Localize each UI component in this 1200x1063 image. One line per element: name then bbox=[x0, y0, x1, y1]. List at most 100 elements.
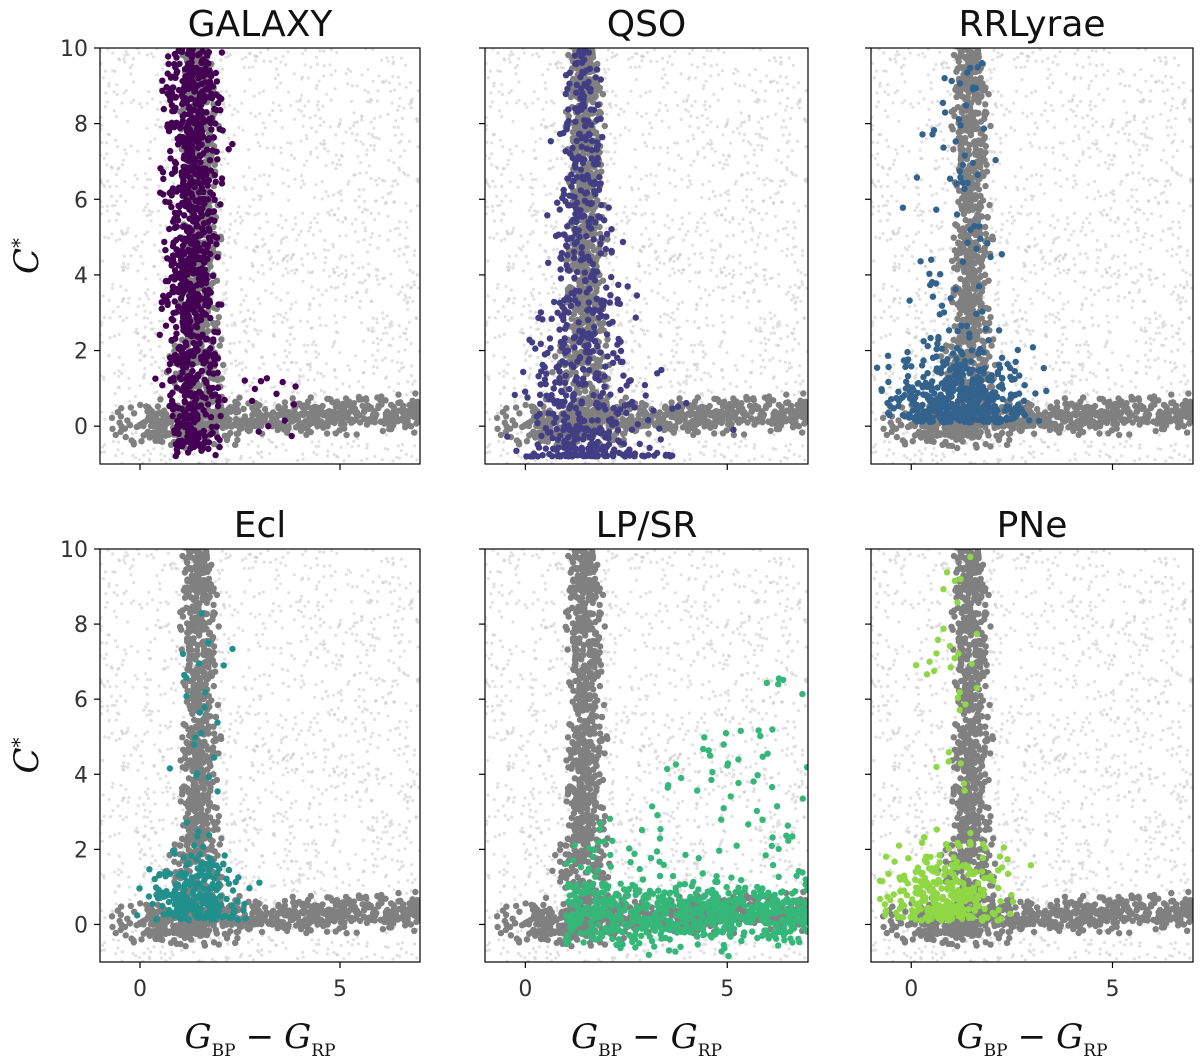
background-point bbox=[257, 419, 264, 426]
background-point bbox=[224, 303, 228, 307]
background-point bbox=[404, 201, 408, 205]
background-point bbox=[136, 269, 140, 273]
background-point bbox=[290, 325, 294, 329]
background-point bbox=[535, 363, 539, 367]
background-point bbox=[361, 142, 365, 146]
background-point bbox=[271, 108, 275, 113]
background-point bbox=[493, 316, 497, 320]
background-point bbox=[744, 444, 748, 448]
background-point bbox=[405, 283, 409, 287]
background-point bbox=[282, 315, 286, 319]
background-point bbox=[506, 268, 510, 272]
background-point bbox=[222, 101, 226, 106]
data-point bbox=[229, 140, 236, 148]
background-point bbox=[105, 100, 109, 104]
background-point bbox=[124, 89, 128, 93]
background-point bbox=[377, 418, 384, 425]
background-point bbox=[279, 108, 283, 113]
data-point bbox=[187, 263, 194, 270]
data-point bbox=[159, 169, 167, 176]
background-point bbox=[390, 101, 394, 105]
data-point bbox=[212, 391, 219, 398]
background-point bbox=[295, 99, 299, 103]
background-point bbox=[234, 436, 241, 444]
data-point bbox=[206, 78, 214, 85]
background-point bbox=[344, 299, 348, 303]
background-point bbox=[246, 389, 250, 393]
background-point bbox=[350, 400, 358, 407]
background-point bbox=[787, 56, 791, 60]
background-point bbox=[138, 297, 142, 301]
background-point bbox=[786, 155, 790, 159]
background-point bbox=[361, 281, 365, 285]
background-point bbox=[644, 112, 648, 116]
background-point bbox=[121, 268, 125, 272]
background-point bbox=[163, 454, 167, 458]
background-point bbox=[727, 254, 731, 258]
background-point bbox=[289, 257, 293, 261]
background-point bbox=[317, 79, 321, 83]
background-point bbox=[164, 99, 168, 103]
data-point bbox=[216, 436, 223, 444]
background-point bbox=[719, 267, 723, 271]
background-point bbox=[124, 232, 128, 236]
data-point bbox=[173, 246, 180, 253]
background-point bbox=[668, 236, 673, 240]
background-point bbox=[758, 326, 762, 330]
data-point bbox=[279, 378, 286, 386]
background-point bbox=[666, 60, 670, 64]
background-point bbox=[303, 48, 308, 52]
background-point bbox=[110, 411, 114, 415]
background-point bbox=[552, 50, 556, 54]
background-point bbox=[140, 432, 147, 439]
background-point bbox=[239, 454, 244, 459]
background-point bbox=[322, 374, 326, 378]
background-point bbox=[779, 55, 783, 60]
data-point bbox=[175, 202, 182, 209]
data-point bbox=[184, 143, 192, 151]
background-point bbox=[675, 326, 679, 330]
background-point bbox=[625, 276, 629, 280]
background-point bbox=[276, 223, 280, 227]
background-point bbox=[774, 112, 778, 116]
background-point bbox=[769, 331, 773, 335]
background-point bbox=[654, 174, 658, 178]
background-point bbox=[556, 138, 560, 142]
background-point bbox=[731, 275, 735, 280]
background-point bbox=[316, 100, 320, 104]
data-point bbox=[185, 127, 192, 134]
background-point bbox=[146, 405, 153, 413]
data-point bbox=[192, 248, 199, 255]
background-point bbox=[221, 261, 225, 265]
background-point bbox=[251, 460, 256, 464]
background-point bbox=[408, 296, 412, 300]
data-point bbox=[211, 361, 219, 368]
background-point bbox=[147, 457, 151, 461]
background-point bbox=[330, 208, 334, 212]
background-point bbox=[745, 205, 749, 209]
background-point bbox=[798, 364, 802, 368]
background-point bbox=[347, 454, 351, 458]
background-point bbox=[146, 416, 153, 423]
data-point bbox=[241, 377, 248, 384]
background-point bbox=[557, 354, 562, 358]
background-point bbox=[284, 218, 288, 222]
background-point bbox=[609, 105, 613, 109]
background-point bbox=[253, 59, 258, 63]
data-point bbox=[257, 378, 265, 385]
data-point bbox=[165, 60, 172, 68]
background-point bbox=[392, 125, 396, 129]
background-point bbox=[221, 298, 226, 302]
background-point bbox=[157, 365, 161, 369]
data-point bbox=[215, 99, 222, 107]
background-point bbox=[486, 183, 490, 187]
background-point bbox=[328, 274, 332, 278]
background-point bbox=[735, 384, 739, 389]
background-point bbox=[358, 171, 362, 175]
background-point bbox=[316, 212, 320, 216]
background-point bbox=[232, 321, 236, 325]
background-point bbox=[157, 344, 162, 349]
background-point bbox=[211, 161, 218, 168]
background-point bbox=[239, 310, 243, 314]
background-point bbox=[247, 165, 251, 169]
